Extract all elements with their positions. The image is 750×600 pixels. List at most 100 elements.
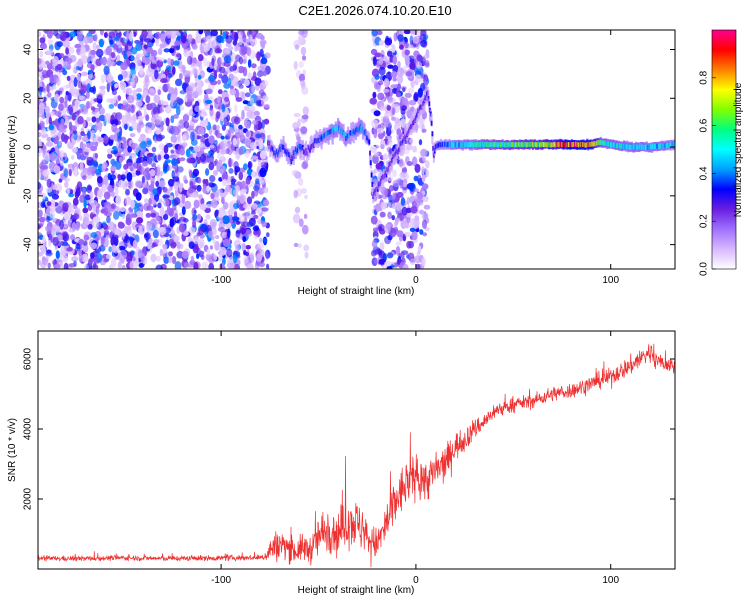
noise-speckle [39, 121, 45, 126]
noise-speckle [183, 218, 189, 223]
noise-speckle [121, 114, 128, 125]
noise-speckle [204, 99, 213, 104]
noise-speckle [387, 123, 391, 132]
noise-speckle [203, 45, 208, 53]
noise-speckle [174, 235, 180, 241]
signal-track-halo [331, 131, 334, 145]
noise-speckle [92, 219, 99, 229]
noise-speckle [38, 152, 42, 157]
noise-speckle [119, 249, 128, 260]
noise-speckle [95, 117, 100, 123]
noise-speckle [166, 205, 171, 213]
noise-speckle [78, 239, 85, 245]
noise-speckle [198, 227, 205, 235]
noise-speckle [87, 130, 91, 140]
noise-speckle [220, 149, 227, 155]
noise-speckle [212, 239, 217, 245]
noise-speckle [62, 69, 68, 76]
noise-speckle [109, 134, 116, 140]
noise-speckle [107, 57, 112, 68]
noise-speckle [54, 263, 61, 269]
noise-speckle [300, 46, 307, 56]
snr-x-tick-label: -100 [211, 575, 231, 586]
noise-speckle [246, 109, 253, 118]
noise-speckle [173, 197, 181, 206]
snr-frame [37, 330, 676, 570]
noise-speckle [390, 43, 395, 48]
noise-speckle [301, 55, 307, 61]
noise-speckle [165, 117, 170, 127]
noise-speckle [232, 189, 239, 196]
noise-speckle [208, 157, 214, 163]
noise-speckle [53, 165, 61, 174]
signal-track-halo [305, 140, 308, 154]
noise-speckle [391, 203, 398, 209]
noise-speckle [403, 30, 411, 35]
signal-track-halo [327, 131, 330, 145]
noise-speckle [115, 195, 122, 205]
noise-speckle [185, 148, 191, 158]
noise-speckle [56, 77, 61, 86]
noise-speckle [411, 156, 418, 167]
noise-speckle [123, 70, 128, 78]
noise-speckle [117, 222, 125, 229]
noise-speckle [187, 158, 194, 164]
noise-speckle [162, 243, 168, 250]
noise-speckle [46, 136, 52, 142]
noise-speckle [231, 216, 240, 221]
noise-speckle [145, 68, 154, 78]
noise-speckle [299, 80, 306, 87]
noise-speckle [78, 253, 83, 263]
noise-speckle [254, 95, 262, 101]
noise-speckle [69, 125, 77, 132]
noise-speckle [191, 69, 195, 75]
noise-speckle [378, 56, 384, 65]
noise-speckle [194, 105, 201, 113]
noise-speckle [409, 138, 414, 144]
noise-speckle [241, 109, 245, 120]
noise-speckle [145, 114, 150, 122]
noise-speckle [403, 223, 411, 229]
noise-speckle [259, 48, 264, 57]
noise-speckle [234, 104, 238, 113]
noise-speckle [216, 152, 224, 161]
noise-speckle [224, 96, 230, 102]
noise-speckle [297, 34, 303, 44]
spectrogram-noise-layer [38, 30, 431, 269]
noise-speckle [98, 38, 104, 48]
noise-speckle [42, 96, 47, 102]
noise-speckle [140, 140, 147, 149]
noise-speckle [173, 40, 181, 46]
noise-speckle [61, 231, 68, 236]
noise-speckle [93, 98, 101, 103]
noise-speckle [220, 135, 225, 140]
colorbar-tick-label: 0.8 [699, 70, 710, 84]
noise-speckle [414, 163, 421, 173]
noise-speckle [247, 59, 252, 68]
noise-speckle [102, 176, 109, 185]
noise-speckle [216, 125, 220, 130]
noise-speckle [196, 253, 200, 259]
noise-speckle [174, 261, 182, 269]
noise-speckle [108, 246, 113, 253]
noise-speckle [160, 33, 167, 43]
noise-speckle [158, 198, 163, 204]
noise-speckle [155, 127, 162, 135]
snr-series-line [38, 343, 675, 568]
noise-speckle [219, 217, 224, 224]
noise-speckle [129, 133, 136, 138]
noise-speckle [228, 46, 234, 51]
noise-speckle [79, 161, 84, 172]
noise-speckle [157, 99, 165, 105]
noise-speckle [39, 37, 46, 44]
noise-speckle [103, 135, 109, 144]
noise-speckle [202, 57, 208, 67]
noise-speckle [425, 169, 430, 178]
noise-speckle [83, 194, 91, 201]
noise-speckle [392, 55, 398, 65]
noise-speckle [134, 39, 141, 44]
noise-speckle [136, 88, 143, 93]
noise-speckle [201, 261, 208, 269]
noise-speckle [142, 90, 148, 97]
noise-speckle [184, 179, 189, 184]
